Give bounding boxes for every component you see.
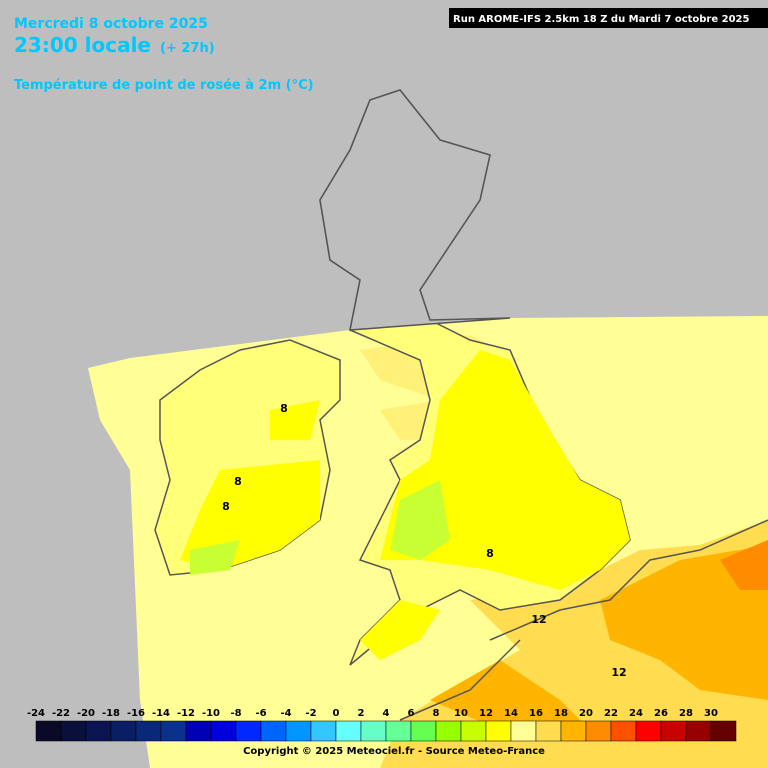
legend-swatch [210, 720, 237, 742]
ireland-dewpoint [180, 460, 320, 570]
legend-swatch [710, 720, 737, 742]
legend-swatch [335, 720, 362, 742]
legend-swatch [635, 720, 662, 742]
legend-swatch [685, 720, 712, 742]
legend-tick: 22 [604, 708, 618, 719]
legend-tick: -16 [127, 708, 145, 719]
legend-tick: 28 [679, 708, 693, 719]
date: Mercredi 8 octobre 2025 [14, 16, 208, 32]
legend-swatch [385, 720, 412, 742]
contour-label: 12 [611, 666, 626, 679]
legend: -24 -22 -20 -18 -16 -14 -12 -10 -8 -6 -4 -2 0 2 4 6 8 10 1… [27, 708, 737, 742]
kerry-dewpoint [190, 540, 240, 575]
legend-tick: -14 [152, 708, 170, 719]
legend-tick: 6 [408, 708, 415, 719]
contour-label: 12 [531, 613, 546, 626]
contour-label: 8 [222, 500, 230, 513]
legend-swatch [260, 720, 287, 742]
legend-tick: 20 [579, 708, 593, 719]
legend-tick: 4 [383, 708, 390, 719]
legend-tick: 24 [629, 708, 643, 719]
legend-swatch [535, 720, 562, 742]
legend-swatch [185, 720, 212, 742]
legend-swatch [435, 720, 462, 742]
cornwall-dewpoint [360, 600, 440, 660]
legend-swatch [160, 720, 187, 742]
contour-label: 8 [234, 475, 242, 488]
legend-swatch [85, 720, 112, 742]
run-box [449, 8, 768, 28]
legend-tick: -4 [280, 708, 291, 719]
legend-tick: 0 [333, 708, 340, 719]
legend-tick: 16 [529, 708, 543, 719]
france-coast [489, 519, 768, 641]
legend-swatch [660, 720, 687, 742]
legend-tick: 14 [504, 708, 518, 719]
legend-swatch [485, 720, 512, 742]
legend-swatch [35, 720, 62, 742]
legend-tick: -10 [202, 708, 220, 719]
legend-tick: -24 [27, 708, 45, 719]
scotland-outside-domain [319, 89, 511, 331]
legend-tick: -2 [305, 708, 316, 719]
legend-swatch [135, 720, 162, 742]
legend-swatch [285, 720, 312, 742]
legend-swatch [585, 720, 612, 742]
contour-label: 8 [280, 402, 288, 415]
wales-dewpoint [390, 480, 450, 560]
run-info: Run AROME-IFS 2.5km 18 Z du Mardi 7 octo… [453, 14, 749, 25]
valid-time: 23:00 locale [14, 33, 151, 57]
legend-tick: -20 [77, 708, 95, 719]
legend-tick: -22 [52, 708, 70, 719]
copyright: Copyright © 2025 Meteociel.fr - Source M… [243, 746, 545, 757]
legend-swatch [360, 720, 387, 742]
legend-tick: 12 [479, 708, 493, 719]
legend-tick: 26 [654, 708, 668, 719]
legend-swatch [235, 720, 262, 742]
legend-tick: 2 [358, 708, 365, 719]
legend-tick: 18 [554, 708, 568, 719]
legend-tick: -12 [177, 708, 195, 719]
legend-swatch [410, 720, 437, 742]
legend-swatch [460, 720, 487, 742]
legend-swatch [510, 720, 537, 742]
legend-tick: 30 [704, 708, 718, 719]
legend-swatch [310, 720, 337, 742]
parameter: Température de point de rosée à 2m (°C) [14, 78, 314, 93]
ulster-dewpoint [270, 400, 320, 440]
legend-tick: 8 [433, 708, 440, 719]
hot-zone [720, 540, 768, 590]
legend-swatch [60, 720, 87, 742]
contour-label: 8 [486, 547, 494, 560]
brittany-coast [399, 639, 521, 721]
legend-tick: -6 [255, 708, 266, 719]
legend-swatch [610, 720, 637, 742]
lead-time: (+ 27h) [160, 41, 215, 56]
legend-swatch [560, 720, 587, 742]
warmer-zone [430, 545, 768, 740]
legend-swatch [110, 720, 137, 742]
legend-tick: 10 [454, 708, 468, 719]
legend-tick: -8 [230, 708, 241, 719]
legend-tick: -18 [102, 708, 120, 719]
